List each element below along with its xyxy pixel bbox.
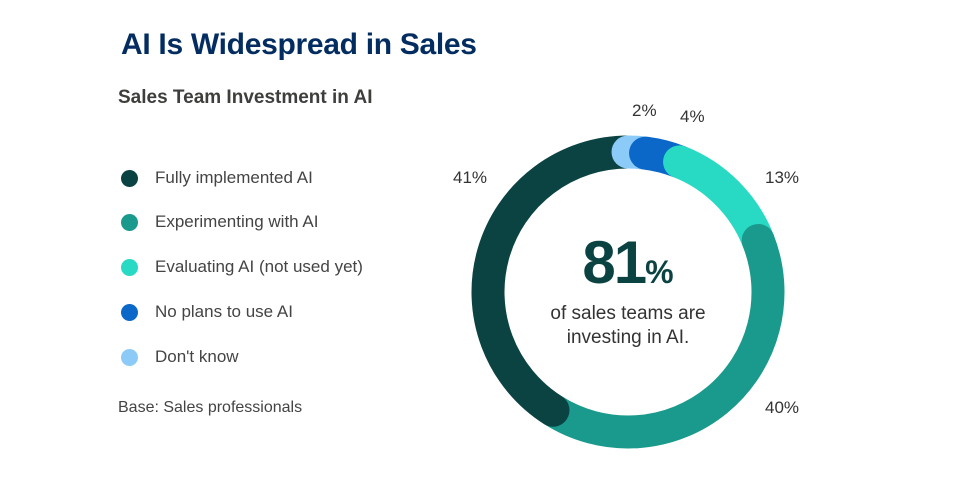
center-stat: 81% [528,228,728,297]
donut-segment-cap [629,136,663,170]
legend-item-no-plans: No plans to use AI [121,302,293,322]
center-caption: of sales teams are investing in AI. [528,302,728,350]
value-label-fully-implemented: 41% [453,168,488,187]
legend-swatch [121,303,138,321]
chart-subtitle: Sales Team Investment in AI [118,87,373,108]
value-label-no-plans: 4% [680,107,705,126]
legend-label: Experimenting with AI [155,212,319,231]
donut-segment-cap [536,393,570,427]
donut-segment-experimenting-with-ai [544,234,785,449]
legend-item-experimenting: Experimenting with AI [121,212,318,232]
legend-item-dont-know: Don't know [121,347,239,367]
legend-swatch [121,169,138,187]
center-stat-value: 81 [582,229,647,296]
legend-swatch [121,348,138,366]
center-caption-line2: investing in AI. [566,327,690,348]
legend-swatch [121,213,138,231]
value-label-dont-know: 2% [632,101,657,120]
donut-segment-cap [741,223,775,257]
legend-item-fully-implemented: Fully implemented AI [121,168,313,188]
value-label-evaluating: 13% [765,168,800,187]
center-caption-line1: of sales teams are [550,303,706,324]
value-label-experimenting: 40% [765,398,800,417]
donut-segment-fully-implemented-ai [471,135,629,425]
legend-label: No plans to use AI [155,302,293,321]
legend-swatch [121,258,138,276]
legend-item-evaluating: Evaluating AI (not used yet) [121,257,363,277]
legend-label: Don't know [155,347,239,366]
center-stat-unit: % [645,254,674,290]
donut-segment-cap [663,145,697,179]
legend-label: Fully implemented AI [155,168,313,187]
chart-title: AI Is Widespread in Sales [121,28,477,61]
legend-label: Evaluating AI (not used yet) [155,257,363,276]
base-note: Base: Sales professionals [118,399,303,416]
